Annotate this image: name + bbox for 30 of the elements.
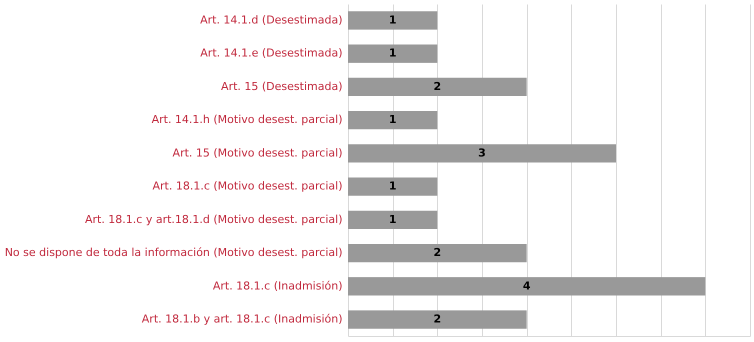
y-tick-label: Art. 18.1.c y art.18.1.d (Motivo desest. parcial) — [84, 212, 342, 226]
y-tick-label: Art. 15 (Motivo desest. parcial) — [172, 146, 342, 160]
bar — [348, 78, 527, 96]
data-label: 1 — [388, 180, 396, 193]
y-tick-label: Art. 14.1.e (Desestimada) — [200, 46, 342, 60]
data-label: 2 — [434, 80, 442, 93]
data-label: 4 — [522, 279, 531, 292]
data-label: 1 — [388, 46, 396, 60]
y-tick-label: Art. 18.1.b y art. 18.1.c (Inadmisión) — [142, 312, 342, 326]
bar — [348, 244, 527, 262]
data-label: 2 — [434, 246, 442, 260]
data-label: 2 — [434, 312, 442, 326]
y-tick-label: Art. 18.1.c (Motivo desest. parcial) — [152, 180, 342, 193]
bar — [348, 210, 438, 229]
bar — [348, 111, 438, 130]
y-tick-label: No se dispone de toda la información (Motivo desest. parcial) — [4, 246, 342, 260]
y-tick-label: Art. 14.1.d (Desestimada) — [200, 13, 342, 26]
bar — [348, 177, 438, 196]
y-tick-label: Art. 18.1.c (Inadmisión) — [212, 279, 342, 292]
bar — [348, 11, 438, 30]
bar — [348, 144, 616, 163]
data-label: 1 — [388, 212, 396, 226]
bar — [348, 310, 527, 329]
y-tick-label: Art. 14.1.h (Motivo desest. parcial) — [152, 113, 342, 126]
y-tick-label: Art. 15 (Desestimada) — [221, 80, 342, 93]
data-label: 3 — [478, 146, 486, 160]
bar — [348, 44, 438, 63]
data-label: 1 — [388, 113, 396, 126]
bar — [348, 277, 706, 296]
data-label: 1 — [388, 13, 396, 26]
